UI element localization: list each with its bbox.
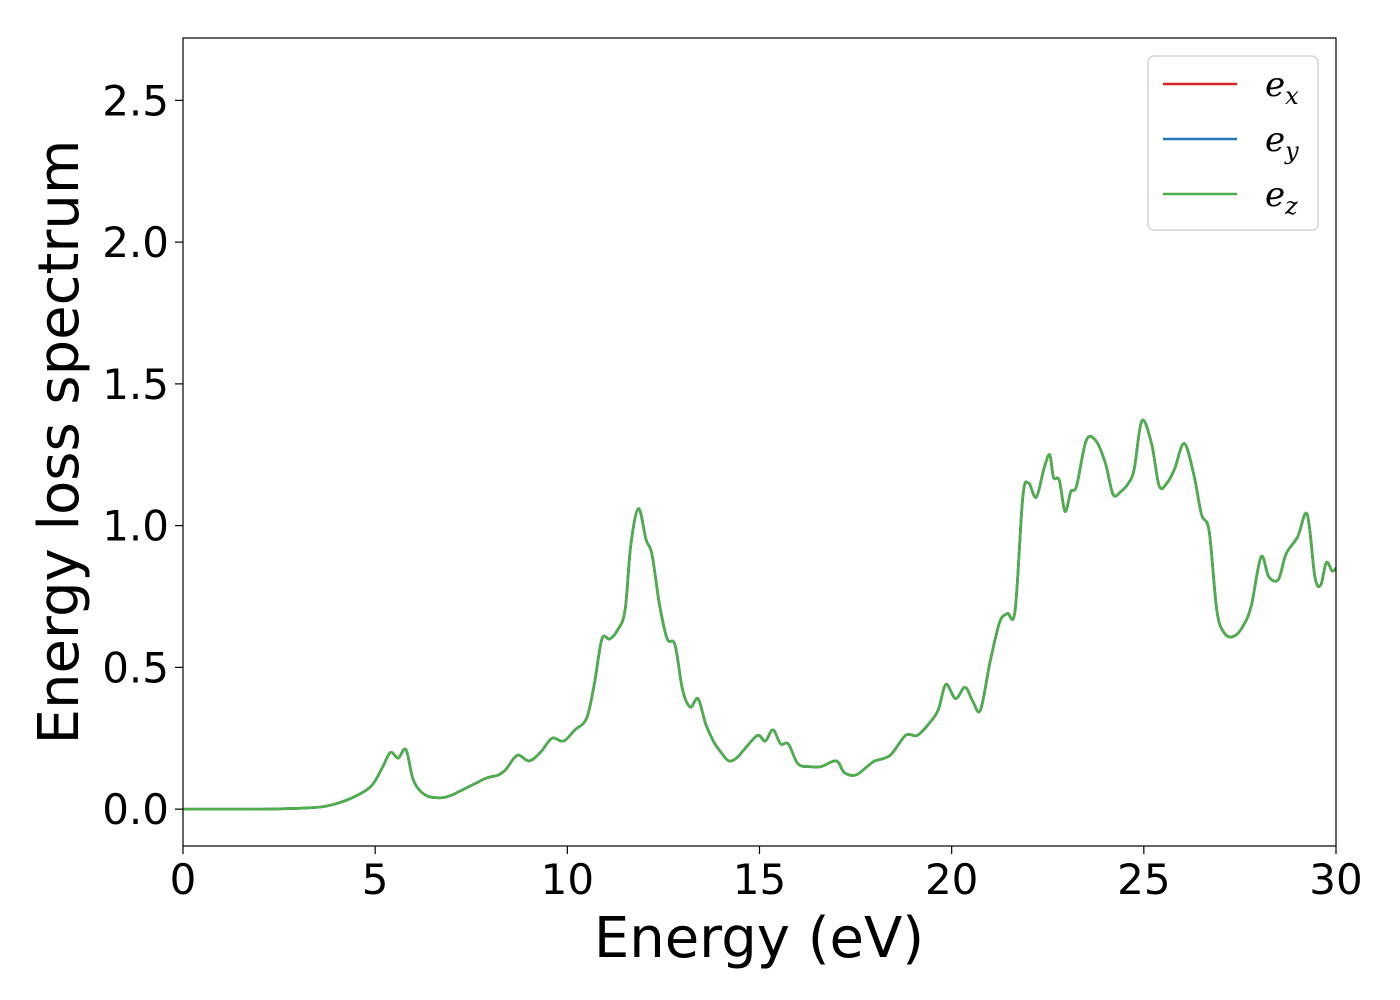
x-tick-label: 25 xyxy=(1117,855,1170,904)
x-tick-label: 0 xyxy=(170,855,197,904)
legend-label-subscript: y xyxy=(1284,137,1299,165)
y-tick-label: 0.5 xyxy=(102,643,169,692)
x-axis-ticks: 0 5 10 15 20 25 30 xyxy=(170,846,1363,904)
y-axis-ticks: 0.0 0.5 1.0 1.5 2.0 2.5 xyxy=(102,76,183,834)
x-tick-label: 20 xyxy=(925,855,978,904)
legend-label-base: e xyxy=(1265,175,1285,215)
legend-label-ez: ez xyxy=(1265,175,1298,220)
legend-label-base: e xyxy=(1265,120,1285,160)
y-tick-label: 1.0 xyxy=(102,502,169,551)
y-tick-label: 1.5 xyxy=(102,360,169,409)
x-axis-label: Energy (eV) xyxy=(594,906,924,971)
legend-label-subscript: z xyxy=(1284,192,1298,220)
legend-box xyxy=(1147,55,1319,231)
series-layer xyxy=(183,418,1336,811)
x-tick-label: 10 xyxy=(541,855,594,904)
y-tick-label: 0.0 xyxy=(102,785,169,834)
legend-label-subscript: x xyxy=(1285,82,1299,110)
legend-label-ex: ex xyxy=(1265,65,1299,110)
y-tick-label: 2.0 xyxy=(102,218,169,267)
series-line-ez xyxy=(183,418,1336,811)
x-tick-label: 15 xyxy=(733,855,786,904)
plot-area xyxy=(183,38,1336,846)
y-tick-label: 2.5 xyxy=(102,76,169,125)
x-tick-label: 30 xyxy=(1309,855,1362,904)
legend-label-base: e xyxy=(1265,65,1285,105)
x-tick-label: 5 xyxy=(362,855,389,904)
legend-label-ey: ey xyxy=(1265,120,1299,165)
y-axis-label: Energy loss spectrum xyxy=(27,140,92,745)
